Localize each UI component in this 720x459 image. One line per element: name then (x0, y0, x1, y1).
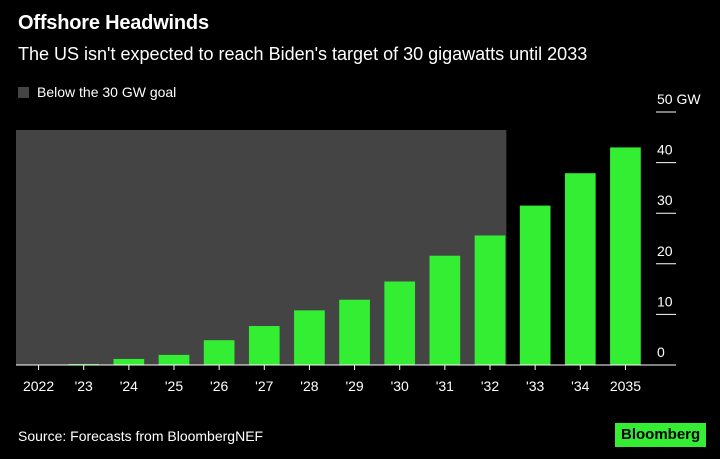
x-tick-label: '31 (436, 378, 454, 394)
bar-8 (384, 281, 416, 365)
bar-4 (203, 340, 235, 365)
x-tick-label: '24 (120, 378, 138, 394)
y-tick-label: 40 (657, 142, 673, 158)
x-tick-label: '28 (300, 378, 318, 394)
shaded-region (16, 130, 507, 365)
bar-10 (474, 235, 506, 365)
bar-11 (519, 205, 551, 365)
x-tick-label: '33 (526, 378, 544, 394)
bar-12 (564, 173, 596, 365)
x-tick-label: '32 (481, 378, 499, 394)
y-tick-label: 30 (657, 192, 673, 208)
source-note: Source: Forecasts from BloombergNEF (18, 428, 264, 444)
x-tick-label: '30 (391, 378, 409, 394)
chart-subtitle: The US isn't expected to reach Biden's t… (18, 44, 588, 64)
x-tick-label: 2035 (610, 378, 641, 394)
y-tick-label: 50 GW (657, 91, 701, 107)
bar-1 (68, 363, 100, 365)
x-tick-label: '27 (255, 378, 273, 394)
bar-3 (158, 354, 190, 365)
bar-2 (113, 358, 145, 365)
legend: Below the 30 GW goal (18, 84, 176, 100)
x-tick-label: '23 (75, 378, 93, 394)
x-tick-label: 2022 (23, 378, 54, 394)
x-tick-label: '25 (165, 378, 183, 394)
bar-9 (429, 255, 461, 365)
y-tick-label: 0 (657, 344, 665, 360)
x-tick-label: '26 (210, 378, 228, 394)
bar-7 (339, 299, 370, 365)
bar-13 (610, 147, 641, 365)
legend-label: Below the 30 GW goal (37, 84, 177, 100)
x-tick-label: '34 (571, 378, 589, 394)
bar-6 (294, 310, 325, 365)
bloomberg-logo: Bloomberg (615, 423, 707, 447)
bar-5 (248, 326, 280, 365)
chart-title: Offshore Headwinds (18, 12, 209, 34)
legend-swatch (18, 86, 29, 98)
y-tick-label: 10 (657, 293, 673, 309)
y-tick-label: 20 (657, 243, 673, 259)
x-tick-label: '29 (345, 378, 363, 394)
